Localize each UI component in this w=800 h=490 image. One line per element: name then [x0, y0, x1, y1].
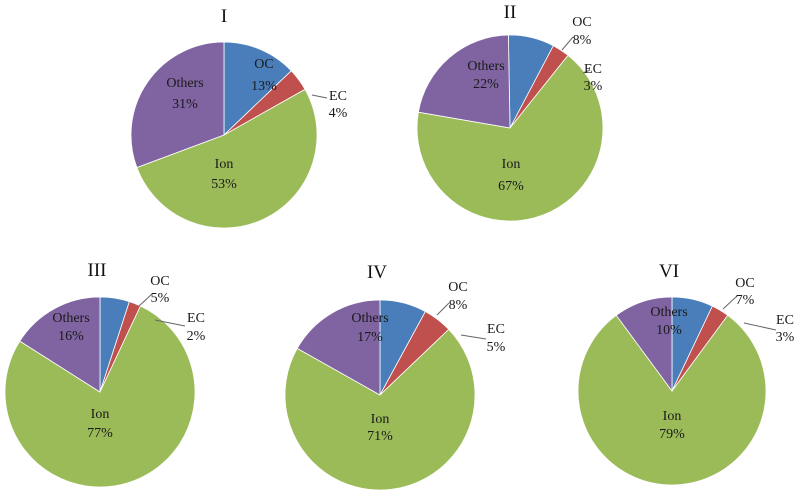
slice-ion	[416, 54, 604, 222]
slice-others	[615, 296, 673, 393]
slice-value-ec: 2%	[187, 329, 206, 344]
slice-value-ec: 5%	[487, 340, 506, 355]
callout-line-ec	[311, 94, 328, 99]
slice-value-oc: 5%	[151, 291, 170, 306]
slice-value-others: 22%	[473, 77, 499, 92]
slice-value-oc: 8%	[449, 298, 468, 313]
slice-label-ec: EC	[776, 313, 794, 328]
slice-label-ion: Ion	[663, 409, 682, 424]
slice-value-ec: 3%	[584, 79, 603, 94]
callout-line-ec	[582, 69, 591, 74]
slice-label-ion: Ion	[371, 412, 390, 427]
slice-value-others: 10%	[656, 323, 682, 338]
slice-value-ec: 3%	[776, 330, 795, 345]
slice-value-oc: 13%	[251, 79, 277, 94]
slice-label-oc: OC	[735, 276, 754, 291]
slice-label-oc: OC	[448, 280, 467, 295]
slice-label-ec: EC	[487, 322, 505, 337]
slice-others	[417, 34, 511, 129]
pie-title: III	[88, 260, 107, 281]
slice-others	[296, 299, 381, 396]
slice-label-others: Others	[351, 311, 388, 326]
slice-label-ion: Ion	[502, 157, 521, 172]
slice-label-others: Others	[467, 59, 504, 74]
slice-value-ion: 53%	[211, 177, 237, 192]
pie-title: IV	[367, 262, 387, 283]
slice-label-ion: Ion	[215, 157, 234, 172]
slice-value-oc: 8%	[573, 33, 592, 48]
pie-iv: IV OC 8% EC 5% Ion 71% Others 17%	[284, 262, 506, 490]
slice-value-oc: 7%	[736, 293, 755, 308]
pie-i: I OC 13% EC 4% Ion 53% Others 31%	[130, 6, 348, 229]
slice-value-others: 31%	[172, 97, 198, 112]
slice-value-ion: 71%	[367, 429, 393, 444]
slice-ion	[284, 328, 476, 490]
slice-label-oc: OC	[572, 15, 591, 30]
pie-vi: VI OC 7% EC 3% Ion 79% Others 10%	[577, 261, 795, 486]
slice-label-oc: OC	[254, 57, 273, 72]
slice-value-ion: 79%	[659, 427, 685, 442]
callout-line-ec	[154, 319, 186, 327]
pie-ii: II OC 8% EC 3% Ion 67% Others 22%	[416, 2, 604, 222]
slice-value-others: 17%	[357, 330, 383, 345]
slice-value-ion: 77%	[87, 426, 113, 441]
slice-oc	[223, 41, 292, 136]
callout-line-oc	[138, 293, 153, 307]
slice-others	[130, 41, 225, 169]
pie-title: VI	[659, 261, 679, 282]
slice-label-others: Others	[52, 311, 89, 326]
slice-ion	[4, 305, 196, 488]
slice-label-others: Others	[650, 305, 687, 320]
slice-label-ec: EC	[584, 62, 602, 77]
callout-line-oc	[722, 295, 738, 310]
callout-line-oc	[561, 36, 574, 51]
pie-title: II	[504, 2, 517, 23]
slice-label-ec: EC	[187, 311, 205, 326]
pie-title: I	[221, 6, 227, 27]
callout-line-ec	[743, 322, 777, 331]
slice-label-ion: Ion	[91, 407, 110, 422]
slice-label-ec: EC	[329, 89, 347, 104]
slice-ion	[136, 88, 318, 229]
callout-line-oc	[436, 302, 450, 316]
slice-ion	[577, 314, 767, 486]
slice-label-oc: OC	[150, 274, 169, 289]
callout-line-ec	[460, 334, 487, 340]
slice-others	[19, 296, 101, 393]
slice-value-ion: 67%	[498, 179, 524, 194]
pie-iii: III OC 5% EC 2% Ion 77% Others 16%	[4, 260, 206, 488]
slice-label-others: Others	[166, 76, 203, 91]
slice-value-others: 16%	[58, 329, 84, 344]
slice-value-ec: 4%	[329, 106, 348, 121]
